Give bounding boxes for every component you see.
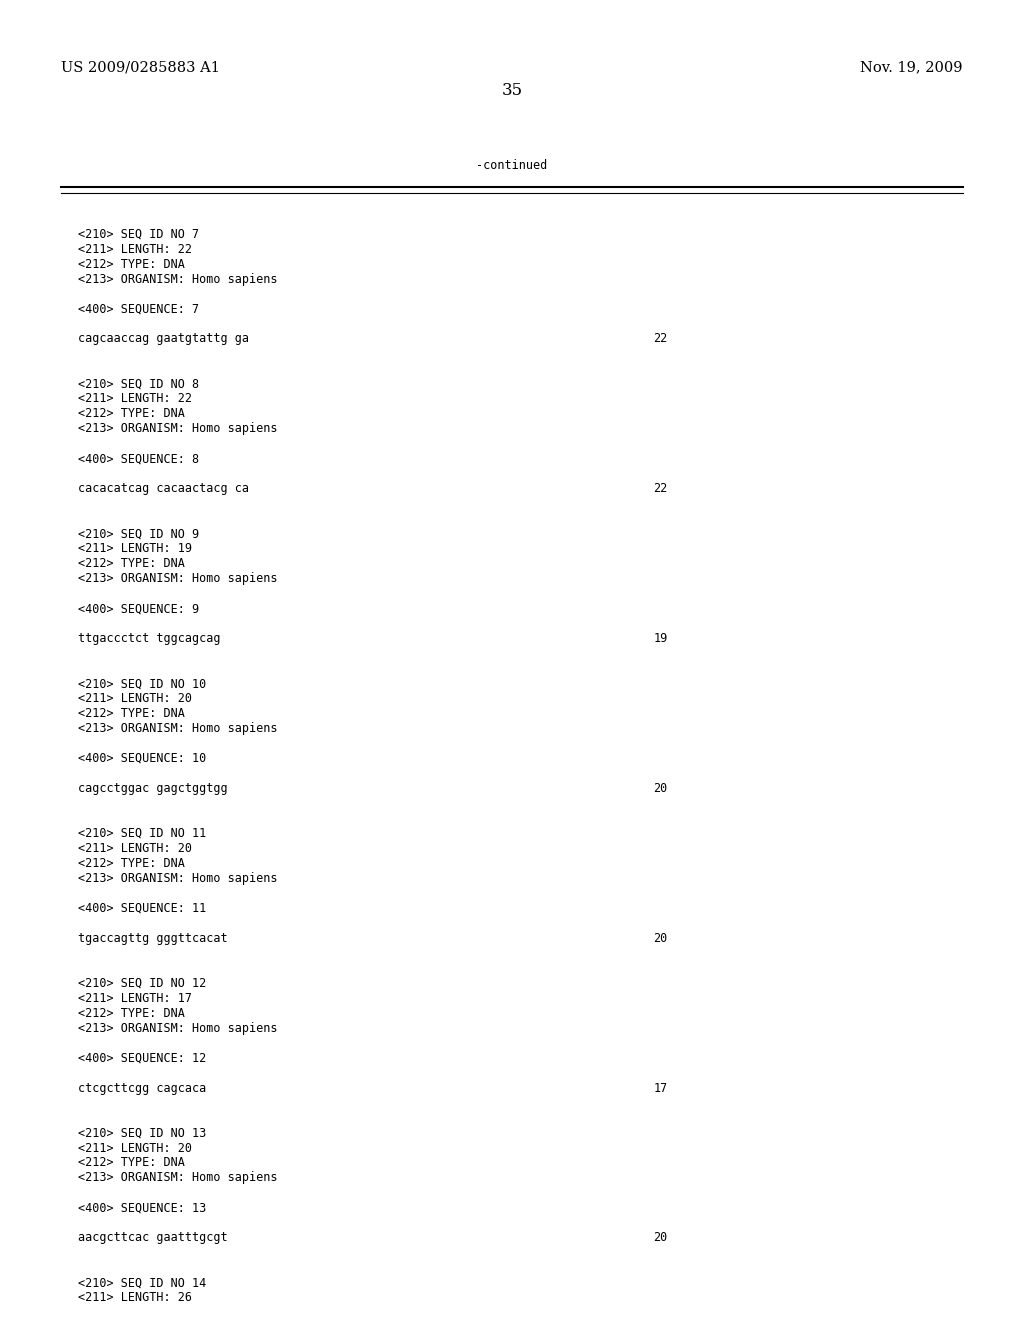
- Text: 35: 35: [502, 82, 522, 99]
- Text: <212> TYPE: DNA: <212> TYPE: DNA: [78, 708, 184, 719]
- Text: 20: 20: [653, 932, 668, 945]
- Text: 20: 20: [653, 781, 668, 795]
- Text: tgaccagttg gggttcacat: tgaccagttg gggttcacat: [78, 932, 227, 945]
- Text: <210> SEQ ID NO 8: <210> SEQ ID NO 8: [78, 378, 199, 391]
- Text: cagcctggac gagctggtgg: cagcctggac gagctggtgg: [78, 781, 227, 795]
- Text: <212> TYPE: DNA: <212> TYPE: DNA: [78, 1156, 184, 1170]
- Text: <210> SEQ ID NO 7: <210> SEQ ID NO 7: [78, 227, 199, 240]
- Text: <211> LENGTH: 19: <211> LENGTH: 19: [78, 543, 191, 556]
- Text: <212> TYPE: DNA: <212> TYPE: DNA: [78, 1007, 184, 1019]
- Text: cagcaaccag gaatgtattg ga: cagcaaccag gaatgtattg ga: [78, 333, 249, 346]
- Text: <400> SEQUENCE: 11: <400> SEQUENCE: 11: [78, 902, 206, 915]
- Text: <211> LENGTH: 20: <211> LENGTH: 20: [78, 1142, 191, 1155]
- Text: -continued: -continued: [476, 158, 548, 172]
- Text: aacgcttcac gaatttgcgt: aacgcttcac gaatttgcgt: [78, 1232, 227, 1245]
- Text: <213> ORGANISM: Homo sapiens: <213> ORGANISM: Homo sapiens: [78, 272, 278, 285]
- Text: <212> TYPE: DNA: <212> TYPE: DNA: [78, 408, 184, 420]
- Text: <210> SEQ ID NO 13: <210> SEQ ID NO 13: [78, 1126, 206, 1139]
- Text: <210> SEQ ID NO 12: <210> SEQ ID NO 12: [78, 977, 206, 990]
- Text: <211> LENGTH: 26: <211> LENGTH: 26: [78, 1291, 191, 1304]
- Text: <212> TYPE: DNA: <212> TYPE: DNA: [78, 557, 184, 570]
- Text: cacacatcag cacaactacg ca: cacacatcag cacaactacg ca: [78, 482, 249, 495]
- Text: <213> ORGANISM: Homo sapiens: <213> ORGANISM: Homo sapiens: [78, 871, 278, 884]
- Text: <212> TYPE: DNA: <212> TYPE: DNA: [78, 257, 184, 271]
- Text: ttgaccctct tggcagcag: ttgaccctct tggcagcag: [78, 632, 220, 645]
- Text: 17: 17: [653, 1081, 668, 1094]
- Text: <210> SEQ ID NO 11: <210> SEQ ID NO 11: [78, 826, 206, 840]
- Text: ctcgcttcgg cagcaca: ctcgcttcgg cagcaca: [78, 1081, 206, 1094]
- Text: <211> LENGTH: 20: <211> LENGTH: 20: [78, 692, 191, 705]
- Text: <400> SEQUENCE: 9: <400> SEQUENCE: 9: [78, 602, 199, 615]
- Text: 19: 19: [653, 632, 668, 645]
- Text: US 2009/0285883 A1: US 2009/0285883 A1: [61, 61, 220, 74]
- Text: <400> SEQUENCE: 12: <400> SEQUENCE: 12: [78, 1052, 206, 1065]
- Text: Nov. 19, 2009: Nov. 19, 2009: [860, 61, 963, 74]
- Text: 22: 22: [653, 333, 668, 346]
- Text: <211> LENGTH: 22: <211> LENGTH: 22: [78, 392, 191, 405]
- Text: <210> SEQ ID NO 10: <210> SEQ ID NO 10: [78, 677, 206, 690]
- Text: <211> LENGTH: 22: <211> LENGTH: 22: [78, 243, 191, 256]
- Text: <211> LENGTH: 20: <211> LENGTH: 20: [78, 842, 191, 855]
- Text: <213> ORGANISM: Homo sapiens: <213> ORGANISM: Homo sapiens: [78, 572, 278, 585]
- Text: <213> ORGANISM: Homo sapiens: <213> ORGANISM: Homo sapiens: [78, 1171, 278, 1184]
- Text: <213> ORGANISM: Homo sapiens: <213> ORGANISM: Homo sapiens: [78, 1022, 278, 1035]
- Text: <210> SEQ ID NO 14: <210> SEQ ID NO 14: [78, 1276, 206, 1290]
- Text: <213> ORGANISM: Homo sapiens: <213> ORGANISM: Homo sapiens: [78, 722, 278, 735]
- Text: <213> ORGANISM: Homo sapiens: <213> ORGANISM: Homo sapiens: [78, 422, 278, 436]
- Text: <210> SEQ ID NO 9: <210> SEQ ID NO 9: [78, 527, 199, 540]
- Text: 20: 20: [653, 1232, 668, 1245]
- Text: <400> SEQUENCE: 13: <400> SEQUENCE: 13: [78, 1201, 206, 1214]
- Text: <400> SEQUENCE: 8: <400> SEQUENCE: 8: [78, 453, 199, 466]
- Text: <400> SEQUENCE: 10: <400> SEQUENCE: 10: [78, 752, 206, 766]
- Text: <212> TYPE: DNA: <212> TYPE: DNA: [78, 857, 184, 870]
- Text: 22: 22: [653, 482, 668, 495]
- Text: <211> LENGTH: 17: <211> LENGTH: 17: [78, 991, 191, 1005]
- Text: <400> SEQUENCE: 7: <400> SEQUENCE: 7: [78, 302, 199, 315]
